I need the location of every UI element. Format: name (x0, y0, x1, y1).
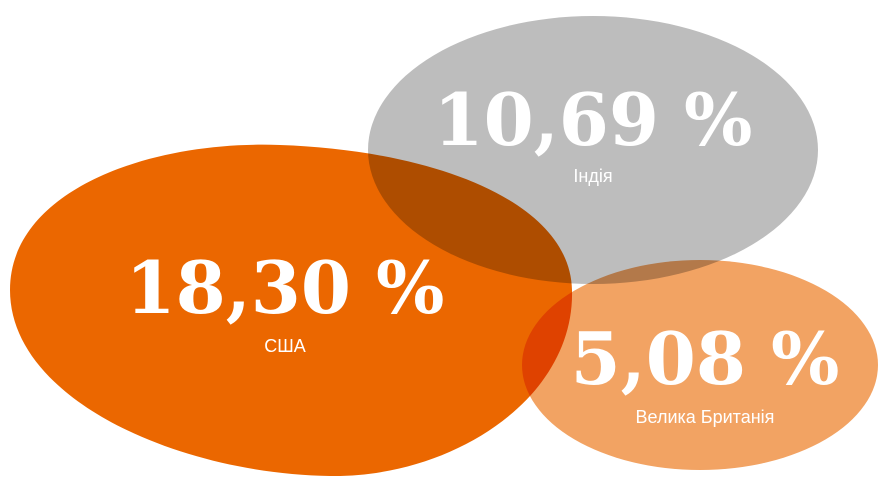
value-label: 10,69 % (434, 77, 753, 162)
value-label: 18,30 % (126, 245, 445, 330)
country-name: США (264, 336, 306, 356)
country-name: Індія (573, 166, 612, 186)
value-label: 5,08 % (571, 316, 840, 401)
country-name: Велика Британія (636, 407, 775, 427)
uk-blob (522, 260, 878, 470)
india-blob (368, 16, 818, 284)
